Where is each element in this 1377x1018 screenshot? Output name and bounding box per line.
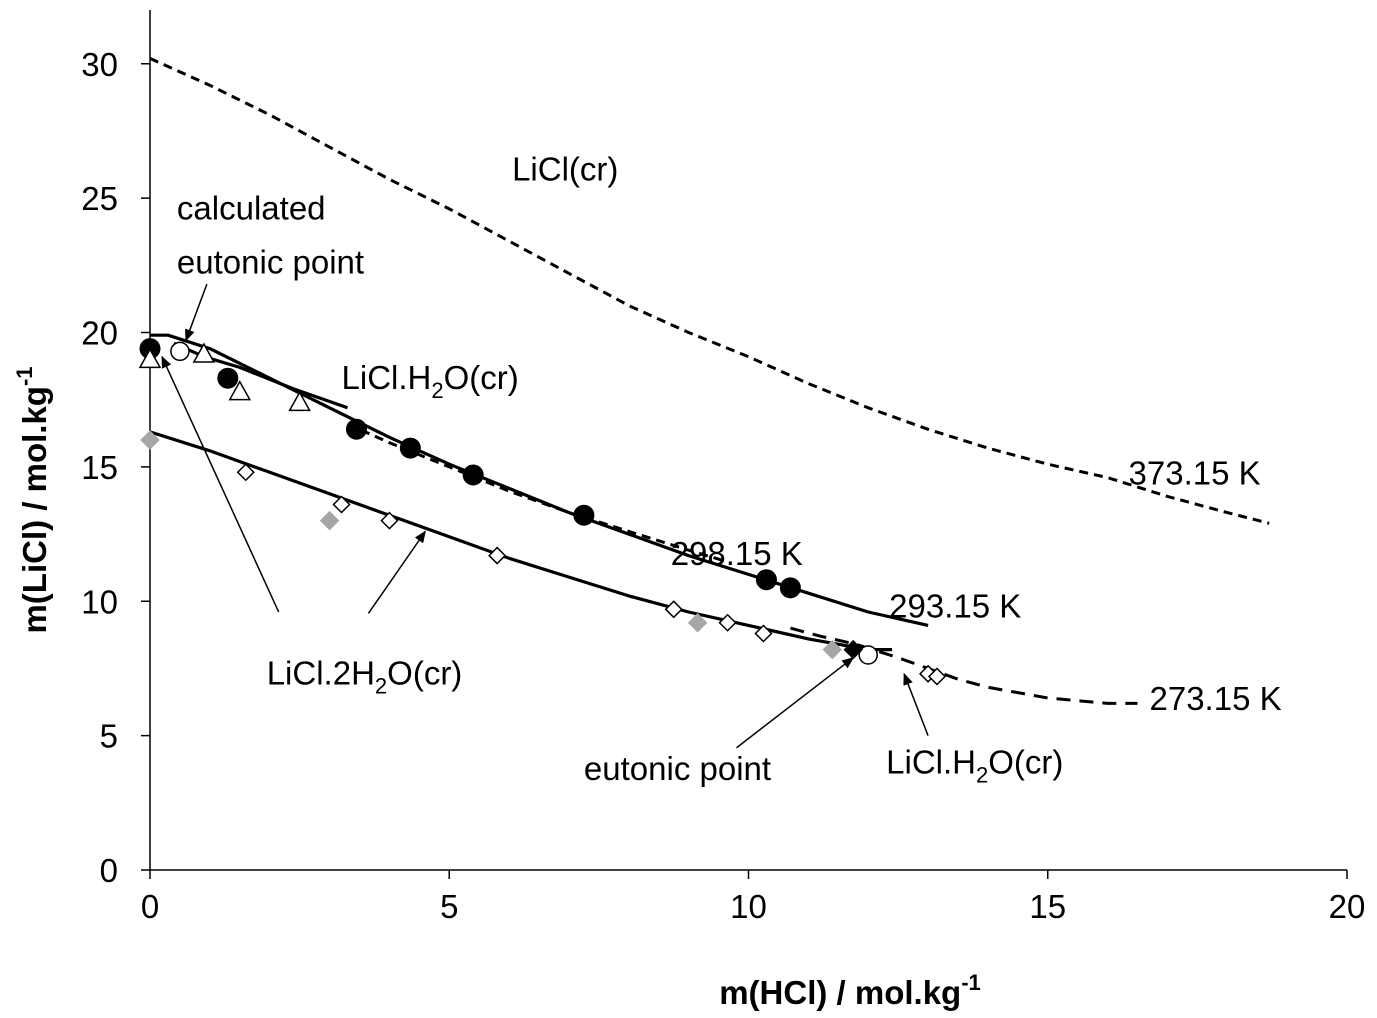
data-point-filled-circle: [755, 569, 777, 591]
axes: 0 5 10 15 20 0 5 10 15 20 25 30: [81, 10, 1365, 925]
y-tick-label: 30: [81, 46, 118, 83]
data-point-open-triangle: [192, 342, 216, 363]
y-tick-label: 10: [81, 583, 118, 620]
annotation-arrows: [161, 283, 929, 749]
data-point-open-diamond: [927, 667, 947, 686]
data-point-open-diamond: [236, 463, 255, 482]
annotation-licl-2h2o: LiCl.2H2O(cr): [267, 655, 463, 699]
annotation-licl-cr: LiCl(cr): [512, 151, 618, 188]
annotation-calc-eutonic-2: eutonic point: [177, 243, 364, 280]
data-point-open-diamond: [488, 546, 507, 565]
data-point-filled-circle: [399, 437, 421, 459]
x-tick-label: 20: [1329, 888, 1366, 925]
annotation-t293: 293.15 K: [889, 587, 1021, 624]
annotation-t298: 298.15 K: [671, 535, 803, 572]
y-tick-label: 20: [81, 315, 118, 352]
data-point-filled-circle: [217, 367, 239, 389]
data-point-filled-diamond: [319, 510, 340, 531]
x-tick-label: 0: [141, 888, 159, 925]
annotation-t373: 373.15 K: [1129, 454, 1261, 491]
data-point-filled-diamond: [140, 430, 160, 450]
y-tick-label: 15: [81, 449, 118, 486]
annotation-arrow: [903, 672, 929, 736]
x-axis-title: m(HCl) / mol.kg-1: [719, 970, 981, 1011]
annotation-labels: LiCl(cr) calculated eutonic point LiCl.H2O(…: [177, 151, 1282, 788]
data-point-filled-circle: [779, 577, 801, 599]
data-point-open-diamond: [718, 613, 737, 632]
x-tick-label: 5: [440, 888, 458, 925]
y-tick-label: 0: [100, 852, 118, 889]
data-point-open-diamond: [332, 495, 351, 514]
y-axis-title: m(LiCl) / mol.kg-1: [12, 366, 53, 633]
curve-37315k-dashed: [149, 57, 1270, 525]
curve-27315k-dashed: [790, 626, 1138, 705]
annotation-licl-h2o-top: LiCl.H2O(cr): [342, 359, 519, 403]
annotation-licl-h2o-bottom: LiCl.H2O(cr): [886, 743, 1063, 787]
annotation-t273: 273.15 K: [1149, 680, 1281, 717]
y-tick-label: 5: [100, 718, 118, 755]
data-point-open-diamond: [380, 511, 399, 530]
annotation-arrow: [185, 283, 208, 342]
data-point-filled-diamond: [822, 639, 842, 660]
curve-29815k-dashed: [346, 422, 726, 563]
data-point-filled-circle: [462, 464, 484, 486]
y-tick-label: 25: [81, 180, 118, 217]
data-point-filled-diamond: [687, 613, 708, 633]
data-point-open-diamond: [754, 624, 773, 643]
data-point-open-diamond: [664, 600, 683, 619]
annotation-arrow: [367, 530, 426, 614]
curves: [149, 57, 1270, 705]
curve-27315k-solid: [149, 430, 893, 652]
annotation-arrow: [736, 657, 855, 749]
data-point-open-circle: [858, 645, 878, 665]
annotation-arrow: [161, 355, 280, 613]
data-point-open-triangle: [228, 380, 252, 401]
data-point-open-triangle: [138, 347, 162, 369]
data-point-filled-circle: [573, 504, 595, 526]
annotation-calc-eutonic-1: calculated: [177, 190, 326, 227]
data-markers: [138, 338, 947, 686]
curve-29315k-solid: [173, 341, 349, 410]
annotation-eutonic-point: eutonic point: [584, 750, 771, 787]
x-tick-label: 15: [1029, 888, 1066, 925]
data-point-open-circle: [170, 341, 190, 362]
data-point-filled-circle: [345, 418, 367, 440]
data-point-open-triangle: [288, 390, 311, 412]
x-tick-label: 10: [730, 888, 767, 925]
